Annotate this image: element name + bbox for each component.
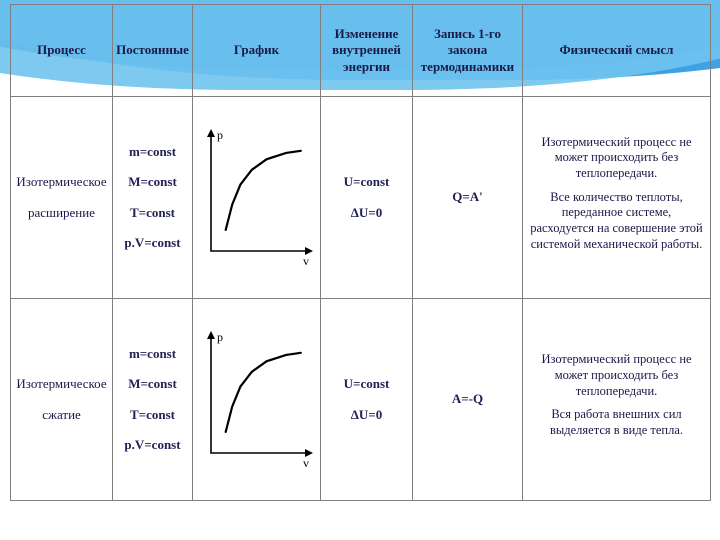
cell-du: U=const ΔU=0 bbox=[321, 97, 413, 299]
const-line: m=const bbox=[129, 346, 176, 362]
meaning-p: Вся работа внешних сил выделяется в виде… bbox=[529, 407, 704, 438]
du-line: U=const bbox=[344, 174, 390, 190]
thermo-table: Процесс Постоянные График Изменение внут… bbox=[10, 4, 711, 501]
const-line: M=const bbox=[128, 174, 177, 190]
cell-process: Изотермическое расширение bbox=[11, 97, 113, 299]
proc-line: Изотермическое bbox=[16, 376, 106, 392]
pv-graph: pv bbox=[197, 325, 317, 475]
du-line: ΔU=0 bbox=[351, 205, 382, 221]
header-row: Процесс Постоянные График Изменение внут… bbox=[11, 5, 711, 97]
proc-line: Изотермическое bbox=[16, 174, 106, 190]
cell-meaning: Изотермический процесс не может происход… bbox=[523, 299, 711, 501]
const-line: p.V=const bbox=[124, 235, 180, 251]
meaning-p: Все количество теплоты, переданное систе… bbox=[529, 190, 704, 253]
cell-meaning: Изотермический процесс не может происход… bbox=[523, 97, 711, 299]
svg-text:v: v bbox=[303, 254, 309, 268]
cell-law: Q=A' bbox=[413, 97, 523, 299]
proc-line: расширение bbox=[28, 205, 95, 221]
cell-graph: pv bbox=[193, 299, 321, 501]
du-line: U=const bbox=[344, 376, 390, 392]
h-process: Процесс bbox=[11, 5, 113, 97]
meaning-p: Изотермический процесс не может происход… bbox=[529, 352, 704, 399]
const-line: m=const bbox=[129, 144, 176, 160]
du-line: ΔU=0 bbox=[351, 407, 382, 423]
const-line: M=const bbox=[128, 376, 177, 392]
const-line: p.V=const bbox=[124, 437, 180, 453]
pv-graph: pv bbox=[197, 123, 317, 273]
cell-constants: m=const M=const T=const p.V=const bbox=[113, 97, 193, 299]
const-line: T=const bbox=[130, 205, 175, 221]
cell-du: U=const ΔU=0 bbox=[321, 299, 413, 501]
meaning-p: Изотермический процесс не может происход… bbox=[529, 135, 704, 182]
h-du: Изменение внутренней энергии bbox=[321, 5, 413, 97]
table-row: Изотермическое сжатие m=const M=const T=… bbox=[11, 299, 711, 501]
proc-line: сжатие bbox=[42, 407, 81, 423]
h-constants: Постоянные bbox=[113, 5, 193, 97]
h-law: Запись 1-го закона термодинамики bbox=[413, 5, 523, 97]
table-row: Изотермическое расширение m=const M=cons… bbox=[11, 97, 711, 299]
svg-text:v: v bbox=[303, 456, 309, 470]
cell-constants: m=const M=const T=const p.V=const bbox=[113, 299, 193, 501]
const-line: T=const bbox=[130, 407, 175, 423]
cell-process: Изотермическое сжатие bbox=[11, 299, 113, 501]
cell-graph: pv bbox=[193, 97, 321, 299]
cell-law: A=-Q bbox=[413, 299, 523, 501]
svg-text:p: p bbox=[217, 128, 223, 142]
h-meaning: Физический смысл bbox=[523, 5, 711, 97]
h-graph: График bbox=[193, 5, 321, 97]
svg-text:p: p bbox=[217, 330, 223, 344]
